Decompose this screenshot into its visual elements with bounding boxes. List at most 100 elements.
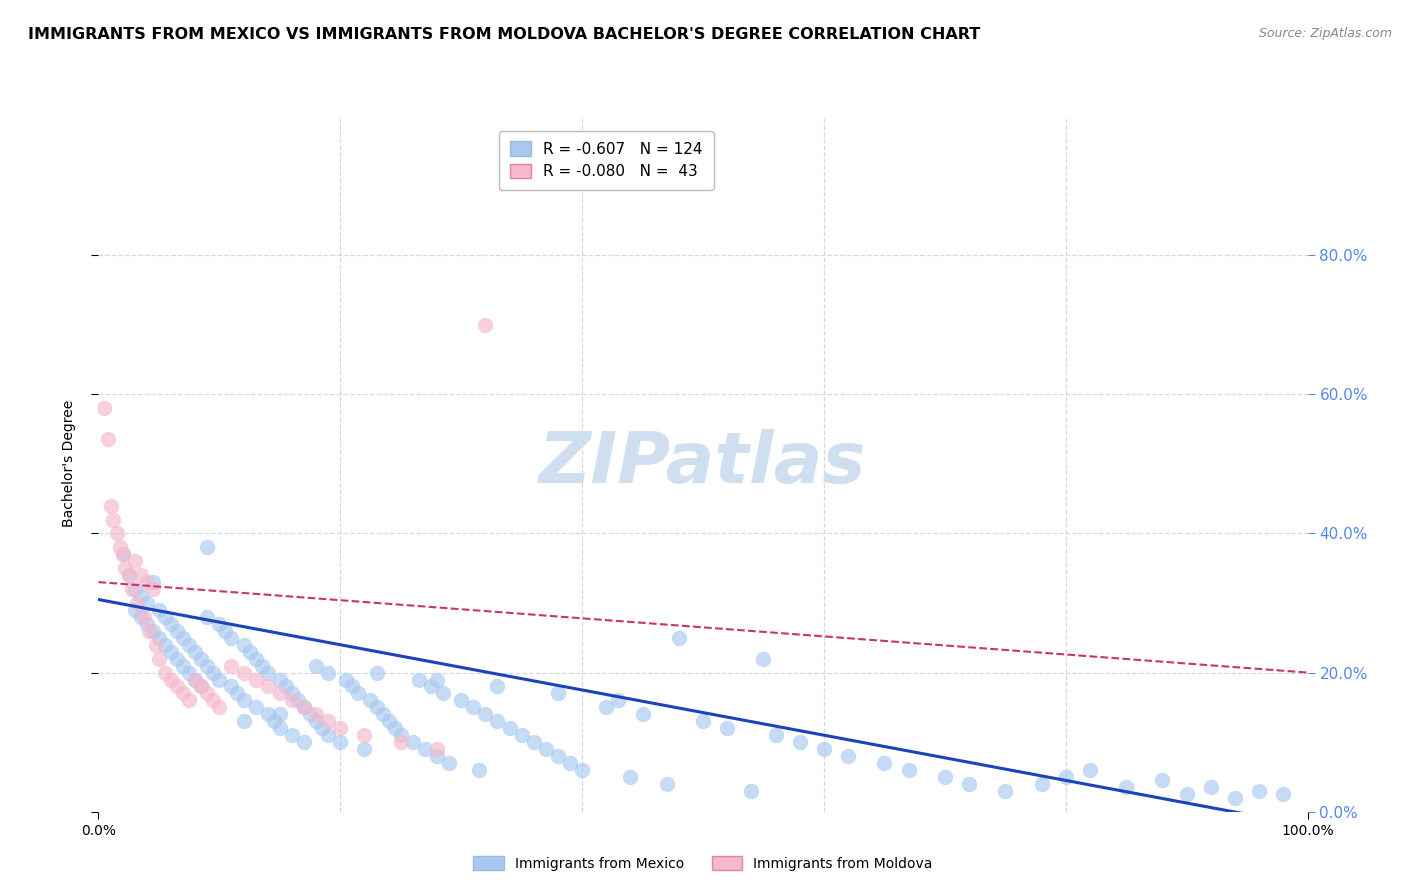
Point [347,686,370,700]
Point [692,714,714,729]
Point [1199,780,1222,795]
Point [118,568,141,582]
Point [245,700,267,714]
Point [377,714,399,729]
Point [148,603,170,617]
Point [111,547,134,561]
Point [1272,788,1295,801]
Point [135,616,157,631]
Point [269,673,291,687]
Point [371,707,394,722]
Point [389,735,412,749]
Point [740,784,762,798]
Point [245,673,267,687]
Point [208,700,231,714]
Point [292,700,315,714]
Point [166,651,188,665]
Point [160,645,183,659]
Point [305,714,328,729]
Point [208,616,231,631]
Point [108,541,131,555]
Point [124,554,146,568]
Point [179,693,201,707]
Point [287,693,309,707]
Point [305,707,328,722]
Point [153,665,176,680]
Point [148,631,170,645]
Point [468,763,491,777]
Point [256,680,278,694]
Point [316,728,339,742]
Point [571,763,593,777]
Point [873,756,896,770]
Point [97,433,120,447]
Point [486,714,509,729]
Point [316,714,339,729]
Point [408,673,430,687]
Point [134,610,156,624]
Point [153,610,176,624]
Point [202,665,225,680]
Point [957,777,980,791]
Point [329,735,352,749]
Point [426,673,449,687]
Point [135,575,157,590]
Point [195,686,218,700]
Point [232,714,254,729]
Point [93,401,115,416]
Point [335,673,357,687]
Point [360,693,382,707]
Point [232,665,254,680]
Point [190,680,212,694]
Point [437,756,460,770]
Point [655,777,678,791]
Point [190,680,212,694]
Point [558,756,581,770]
Point [269,707,291,722]
Point [256,707,278,722]
Point [510,728,533,742]
Point [184,673,207,687]
Point [474,707,496,722]
Point [145,638,167,652]
Point [195,610,218,624]
Point [523,735,546,749]
Point [118,568,141,582]
Point [100,499,122,513]
Point [292,700,315,714]
Point [179,638,201,652]
Point [263,714,285,729]
Point [148,651,170,665]
Point [166,624,188,638]
Point [172,631,194,645]
Point [299,707,322,722]
Point [1223,790,1246,805]
Point [232,638,254,652]
Point [752,651,775,665]
Point [121,582,143,596]
Point [208,673,231,687]
Point [547,749,569,764]
Point [184,673,207,687]
Text: IMMIGRANTS FROM MEXICO VS IMMIGRANTS FROM MOLDOVA BACHELOR'S DEGREE CORRELATION : IMMIGRANTS FROM MEXICO VS IMMIGRANTS FRO… [28,27,980,42]
Point [463,700,485,714]
Point [172,658,194,673]
Point [366,665,388,680]
Point [813,742,835,756]
Point [226,686,249,700]
Point [426,749,449,764]
Point [153,638,176,652]
Point [384,721,406,735]
Point [389,728,412,742]
Point [184,645,207,659]
Point [202,693,225,707]
Point [160,673,183,687]
Point [547,686,569,700]
Point [172,686,194,700]
Point [142,575,165,590]
Point [631,707,654,722]
Point [274,680,297,694]
Point [269,721,291,735]
Point [127,596,149,610]
Point [716,721,738,735]
